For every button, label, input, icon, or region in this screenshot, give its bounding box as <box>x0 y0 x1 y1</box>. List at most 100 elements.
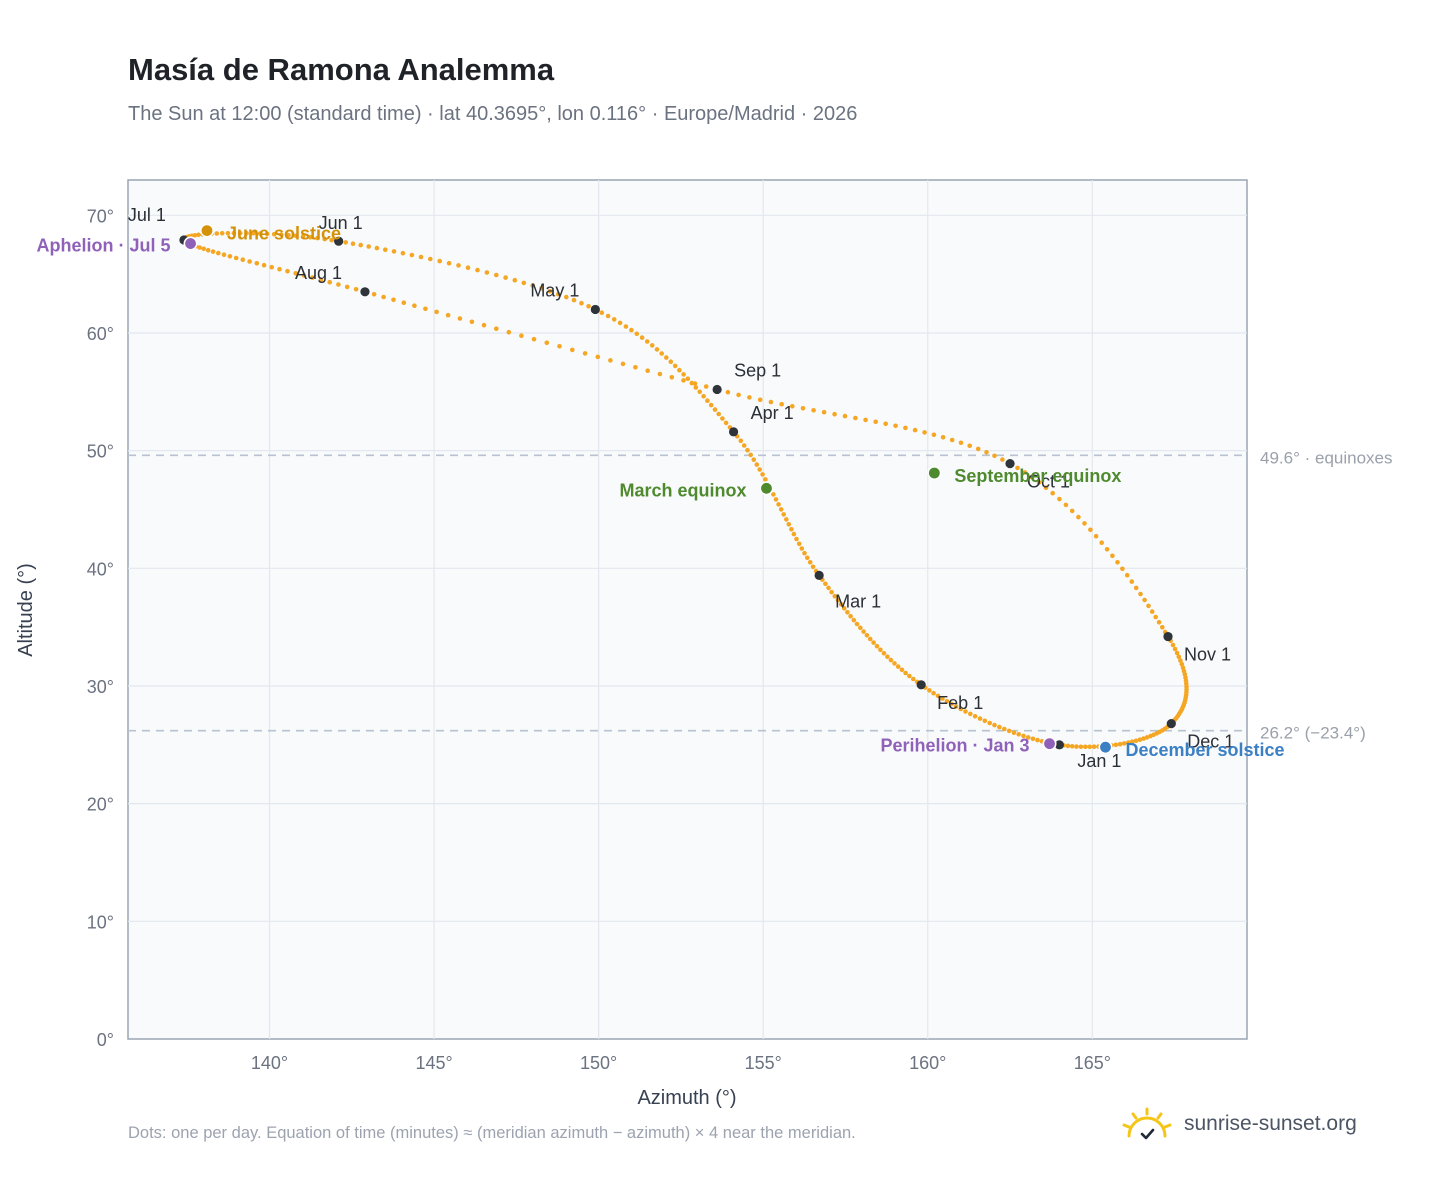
daily-sun-position <box>725 389 731 395</box>
daily-sun-position <box>371 292 377 297</box>
daily-sun-position <box>907 673 912 679</box>
daily-sun-position <box>972 714 978 719</box>
y-tick-label: 50° <box>87 442 114 462</box>
daily-sun-position <box>835 597 841 603</box>
daily-sun-position <box>669 375 675 380</box>
daily-sun-position <box>760 472 765 477</box>
daily-sun-position <box>790 404 795 409</box>
daily-sun-position <box>322 236 328 242</box>
daily-sun-position <box>892 661 897 666</box>
daily-sun-position <box>225 230 231 236</box>
daily-sun-position <box>1065 743 1071 749</box>
daily-sun-position <box>519 333 524 339</box>
daily-sun-position <box>708 402 714 408</box>
daily-sun-position <box>864 633 870 638</box>
daily-sun-position <box>531 336 537 342</box>
daily-sun-position <box>428 256 433 262</box>
daily-sun-position <box>716 411 721 417</box>
daily-sun-position <box>1022 470 1028 475</box>
daily-sun-position <box>1078 744 1084 750</box>
daily-sun-position <box>254 261 260 266</box>
daily-sun-position <box>457 316 463 321</box>
daily-sun-position <box>738 438 744 444</box>
month-marker-label: Aug 1 <box>295 263 342 283</box>
month-marker-label: Feb 1 <box>937 693 983 713</box>
daily-sun-position <box>240 257 246 263</box>
x-tick-label: 150° <box>580 1053 617 1073</box>
daily-sun-position <box>586 304 591 309</box>
x-tick-label: 155° <box>745 1053 782 1073</box>
daily-sun-position <box>1138 591 1143 597</box>
event-marker-label: June solstice <box>227 224 341 244</box>
brand-name[interactable]: sunrise-sunset.org <box>1184 1112 1357 1135</box>
daily-sun-position <box>344 284 350 290</box>
daily-sun-position <box>922 430 927 435</box>
daily-sun-position <box>579 300 584 306</box>
daily-sun-position <box>861 629 866 634</box>
y-tick-label: 20° <box>87 795 114 815</box>
month-marker-dot <box>590 304 600 315</box>
daily-sun-position <box>434 309 439 315</box>
daily-sun-position <box>1120 566 1125 572</box>
daily-sun-position <box>315 235 320 241</box>
daily-sun-position <box>557 344 562 349</box>
daily-sun-position <box>754 462 760 467</box>
month-marker-dot <box>1054 740 1065 750</box>
daily-sun-position <box>838 602 844 607</box>
daily-sun-position <box>633 365 638 370</box>
month-marker-label: Jan 1 <box>1077 751 1121 771</box>
daily-sun-position <box>1074 744 1079 749</box>
daily-sun-position <box>1006 728 1012 734</box>
daily-sun-position <box>1126 740 1131 745</box>
event-marker-label: December solstice <box>1125 740 1284 760</box>
daily-sun-position <box>949 701 954 707</box>
daily-sun-position <box>1093 533 1099 539</box>
daily-sun-position <box>521 280 527 286</box>
daily-sun-position <box>1124 572 1130 578</box>
daily-sun-position <box>885 654 890 659</box>
daily-sun-position <box>374 245 380 251</box>
event-marker-dot <box>1098 740 1113 755</box>
reference-line-label: 49.6° · equinoxes <box>1260 448 1393 467</box>
daily-sun-position <box>854 621 860 627</box>
month-marker-dot <box>334 236 344 246</box>
daily-sun-position <box>599 310 605 316</box>
daily-sun-position <box>197 245 202 250</box>
daily-sun-position <box>445 312 451 318</box>
daily-sun-position <box>773 497 779 502</box>
daily-sun-position <box>247 259 252 264</box>
daily-sun-position <box>437 258 443 264</box>
daily-sun-position <box>874 643 880 649</box>
daily-sun-position <box>944 699 950 704</box>
daily-sun-position <box>912 427 918 433</box>
daily-sun-position <box>975 446 981 452</box>
daily-sun-position <box>1172 646 1178 652</box>
daily-sun-position <box>418 254 424 260</box>
daily-sun-position <box>745 447 750 453</box>
daily-sun-position <box>1029 475 1035 480</box>
month-marker-dot <box>712 384 722 395</box>
daily-sun-position <box>796 541 802 547</box>
daily-sun-position <box>893 423 898 429</box>
daily-sun-position <box>984 450 989 455</box>
daily-sun-position <box>231 230 237 236</box>
event-marker-dot <box>759 481 774 496</box>
daily-sun-position <box>881 651 887 656</box>
daily-sun-position <box>873 419 878 425</box>
daily-sun-position <box>1099 540 1104 545</box>
daily-sun-position <box>564 294 569 300</box>
daily-sun-position <box>1036 480 1042 485</box>
brand[interactable]: sunrise-sunset.org <box>1120 1102 1357 1146</box>
daily-sun-position <box>412 303 417 309</box>
month-marker-dot <box>814 570 824 580</box>
daily-sun-position <box>1170 642 1176 648</box>
daily-sun-position <box>423 306 428 312</box>
daily-sun-position <box>383 247 388 252</box>
month-marker-label: Jul 1 <box>128 205 166 225</box>
daily-sun-position <box>982 718 988 724</box>
daily-sun-position <box>1129 739 1135 744</box>
daily-sun-position <box>401 300 407 306</box>
daily-sun-position <box>1011 730 1017 735</box>
daily-sun-position <box>494 272 499 278</box>
daily-sun-position <box>810 564 816 570</box>
